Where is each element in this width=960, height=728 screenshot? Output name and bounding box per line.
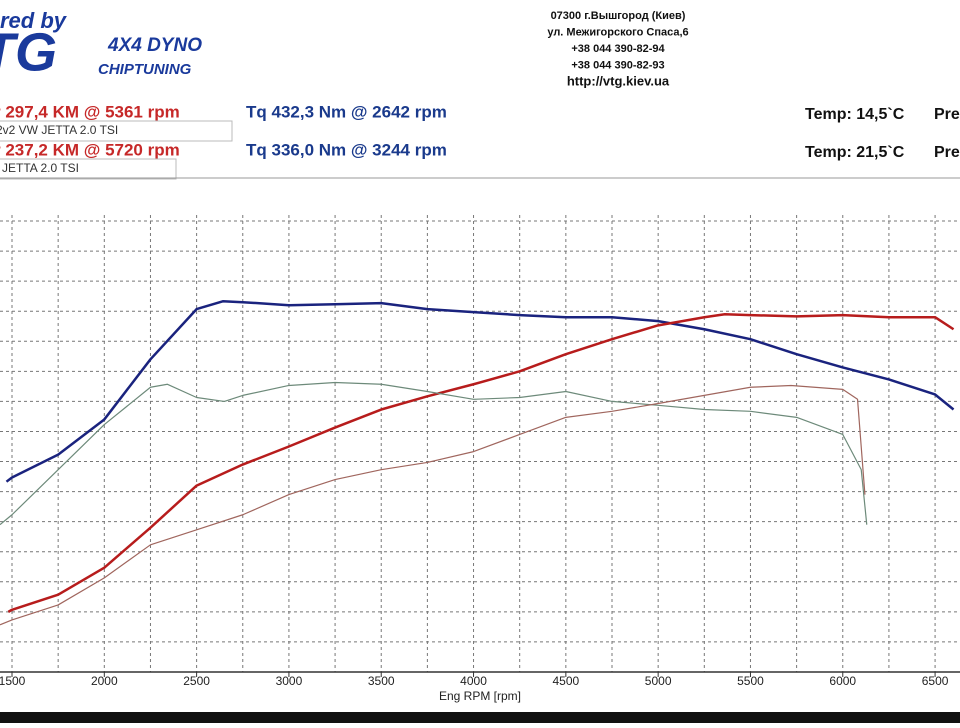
x-tick-label: 4000 xyxy=(460,674,487,688)
x-tick-label: 5500 xyxy=(737,674,764,688)
bottom-bar xyxy=(0,712,960,723)
address-line: http://vtg.kiev.ua xyxy=(567,73,670,88)
x-tick-label: 3000 xyxy=(276,674,303,688)
run-pressure: Pre xyxy=(934,106,960,123)
runs: r 297,4 KM @ 5361 rpm Tq 432,3 Nm @ 2642 … xyxy=(0,102,960,180)
address-line: ул. Межигорского Спаса,6 xyxy=(547,26,688,38)
series-line xyxy=(7,312,955,613)
logo: TG xyxy=(0,22,57,82)
run-torque: Tq 432,3 Nm @ 2642 rpm xyxy=(246,102,447,121)
x-axis-label: Eng RPM [rpm] xyxy=(439,689,521,703)
x-tick-label: 4500 xyxy=(552,674,579,688)
run-power: r 297,4 KM @ 5361 rpm xyxy=(0,102,180,121)
x-tick-label: 1500 xyxy=(0,674,26,688)
x-tick-label: 5000 xyxy=(645,674,672,688)
run-temp: Temp: 14,5`C xyxy=(805,106,905,123)
brand: 4X4 DYNO xyxy=(107,35,202,56)
series-line xyxy=(0,384,866,626)
x-tick-label: 6500 xyxy=(922,674,949,688)
series-line xyxy=(5,300,955,483)
address-line: 07300 г.Вышгород (Киев) xyxy=(551,10,686,22)
run-pressure: Pre xyxy=(934,144,960,161)
x-tick-label: 6000 xyxy=(829,674,856,688)
series-line xyxy=(0,381,868,526)
run-label: 2v2 VW JETTA 2.0 TSI xyxy=(0,123,118,137)
brand-sub: CHIPTUNING xyxy=(98,61,192,78)
address-line: +38 044 390-82-94 xyxy=(571,43,665,55)
run-label-box xyxy=(0,158,177,180)
x-tick-label: 2000 xyxy=(91,674,118,688)
run-label-box xyxy=(0,120,233,142)
logo-top: red by xyxy=(0,8,68,33)
run-label: JETTA 2.0 TSI xyxy=(2,161,79,175)
plot: 1500 2000 2500 3000 3500 4000 4500 5000 5500 6000… xyxy=(0,215,960,703)
run-power: r 237,2 KM @ 5720 rpm xyxy=(0,140,180,159)
x-tick-label: 3500 xyxy=(368,674,395,688)
x-tick-label: 2500 xyxy=(183,674,210,688)
run-temp: Temp: 21,5`C xyxy=(805,144,905,161)
run-torque: Tq 336,0 Nm @ 3244 rpm xyxy=(246,140,447,159)
address: 07300 г.Вышгород (Киев) ул. Межигорского … xyxy=(547,10,688,89)
address-line: +38 044 390-82-93 xyxy=(571,59,664,71)
